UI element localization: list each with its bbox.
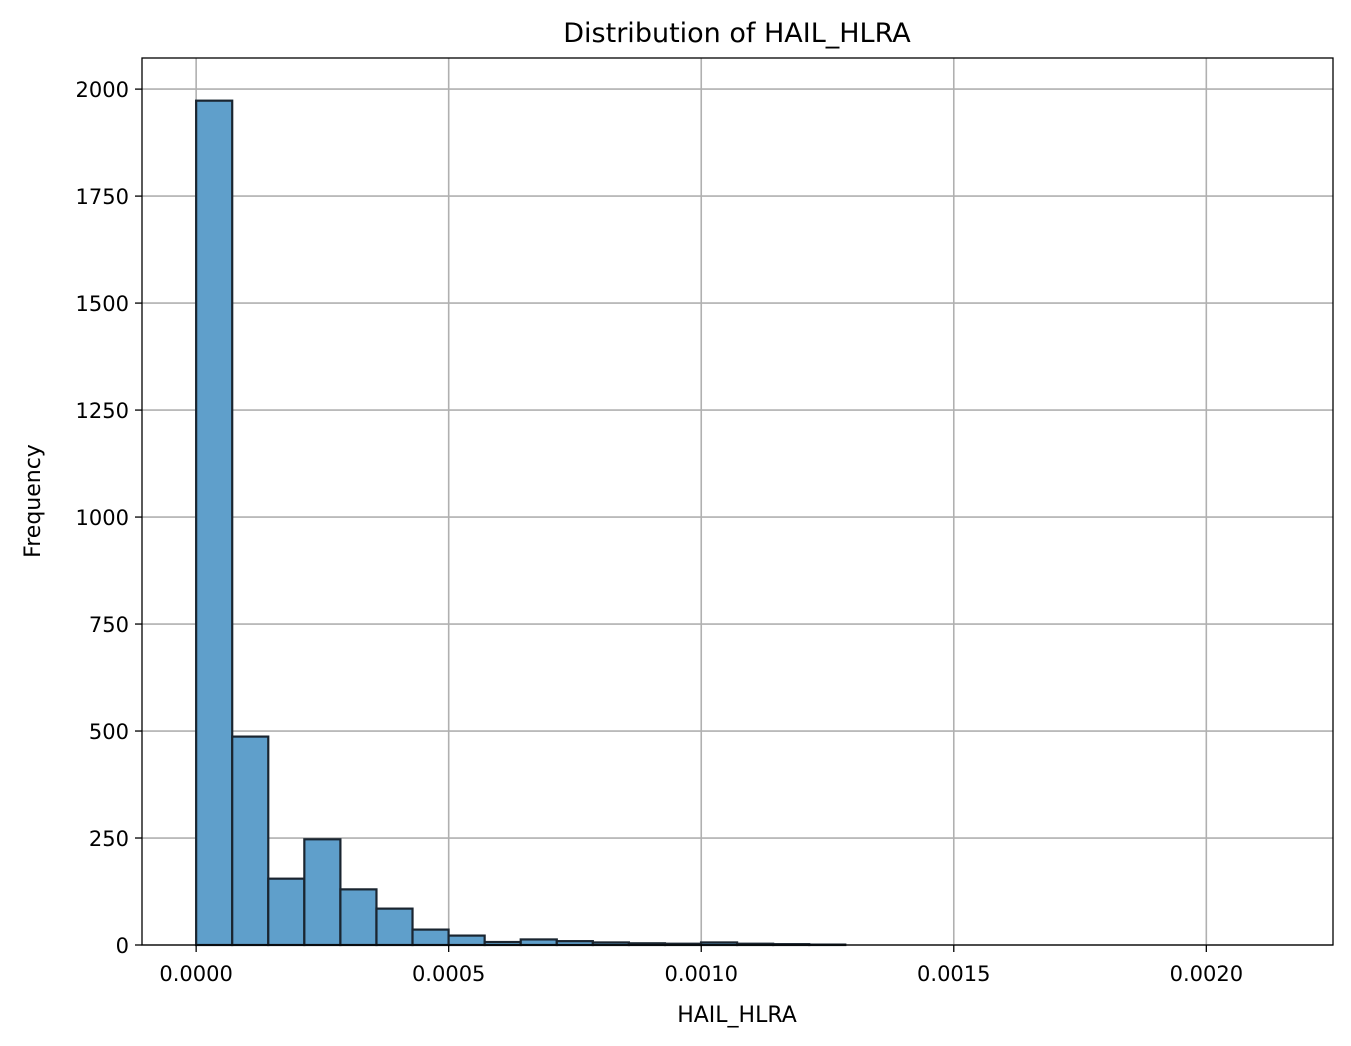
histogram-bar — [267, 877, 306, 947]
y-tick-label: 0 — [116, 934, 129, 958]
histogram-bar — [339, 888, 378, 947]
x-tick-label: 0.0005 — [412, 962, 485, 986]
y-tick-label: 1250 — [76, 399, 129, 423]
y-tick-label: 2000 — [76, 78, 129, 102]
histogram-bar — [447, 934, 486, 947]
y-tick-label: 500 — [89, 720, 129, 744]
y-tick-label: 750 — [89, 613, 129, 637]
plot-frame — [141, 57, 1334, 946]
axis-ticks: 0.0000 0.0005 0.0010 0.0015 0.0020 0 250 500 750… — [76, 78, 1244, 986]
y-tick-label: 1750 — [76, 185, 129, 209]
histogram-bar — [231, 735, 270, 947]
histogram-bar — [303, 838, 342, 947]
y-tick-label: 1000 — [76, 506, 129, 530]
x-tick-label: 0.0000 — [159, 962, 232, 986]
y-tick-label: 250 — [89, 827, 129, 851]
x-tick-label: 0.0010 — [664, 962, 737, 986]
histogram-bar — [411, 928, 450, 947]
histogram-bars — [195, 99, 847, 947]
x-axis-label: HAIL_HLRA — [677, 1003, 797, 1028]
histogram-bar — [519, 938, 558, 947]
histogram-bar — [195, 99, 234, 947]
chart-title: Distribution of HAIL_HLRA — [563, 18, 911, 49]
grid-lines — [142, 58, 1333, 946]
histogram-bar — [375, 907, 414, 947]
y-tick-label: 1500 — [76, 292, 129, 316]
x-tick-label: 0.0020 — [1170, 962, 1243, 986]
y-axis-label: Frequency — [21, 444, 46, 558]
x-tick-label: 0.0015 — [917, 962, 990, 986]
